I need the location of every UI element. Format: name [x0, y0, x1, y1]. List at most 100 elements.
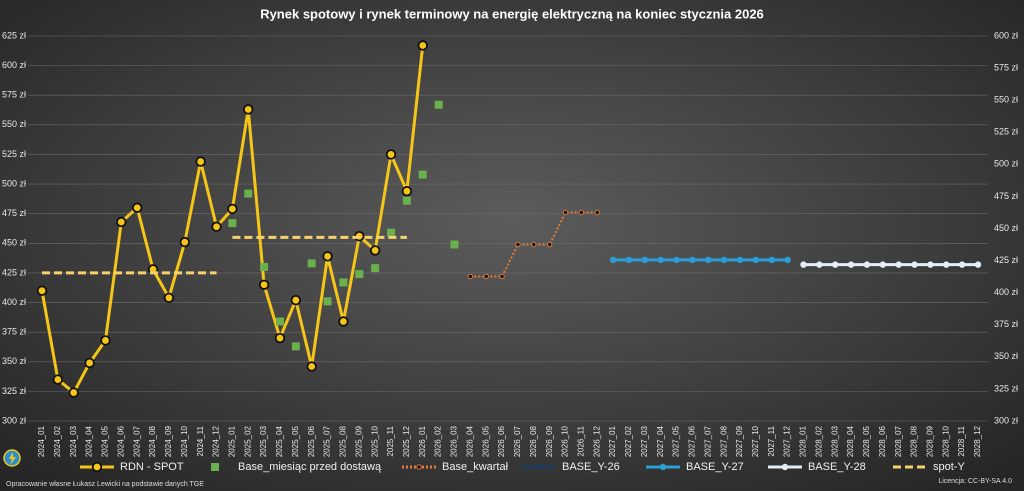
x-tick-label: 2024_02 — [53, 425, 62, 457]
point — [163, 292, 175, 304]
x-tick-label: 2027_01 — [608, 425, 617, 457]
point — [958, 261, 966, 268]
x-tick-label: 2026_07 — [513, 425, 522, 457]
point — [84, 357, 95, 369]
x-tick-label: 2027_08 — [719, 425, 728, 457]
point — [323, 297, 332, 306]
x-tick-label: 2024_08 — [148, 425, 157, 457]
point — [562, 209, 569, 216]
y-tick-label: 325 zł — [2, 386, 26, 396]
x-tick-label: 2028_10 — [941, 425, 950, 457]
point — [179, 236, 190, 248]
point — [752, 256, 760, 264]
x-tick-label: 2025_01 — [227, 425, 236, 457]
point — [258, 279, 270, 290]
point — [385, 149, 397, 160]
x-tick-label: 2025_05 — [291, 425, 300, 457]
point — [546, 241, 553, 248]
point — [369, 245, 381, 256]
x-tick-label: 2026_08 — [529, 425, 538, 457]
point — [68, 387, 79, 398]
x-tick-label: 2028_01 — [799, 425, 808, 457]
y2-tick-label: 350 zł — [994, 351, 1018, 361]
x-tick-label: 2028_05 — [862, 425, 871, 457]
point — [211, 221, 222, 232]
point — [260, 263, 269, 271]
point — [609, 256, 617, 264]
point — [243, 104, 254, 115]
point — [974, 261, 982, 268]
y2-tick-label: 575 zł — [994, 62, 1018, 72]
point — [768, 256, 775, 264]
y2-tick-label: 550 zł — [994, 95, 1018, 105]
point — [578, 209, 585, 216]
x-tick-label: 2026_04 — [465, 425, 474, 457]
x-tick-label: 2028_03 — [830, 425, 839, 457]
point — [943, 261, 950, 268]
point — [401, 185, 413, 197]
point — [720, 256, 728, 264]
x-tick-label: 2024_06 — [116, 425, 125, 457]
x-tick-label: 2025_06 — [307, 425, 316, 457]
x-tick-label: 2026_10 — [561, 425, 570, 457]
x-tick-label: 2027_03 — [640, 425, 649, 457]
y-tick-label: 600 zł — [2, 60, 26, 70]
y-tick-label: 300 zł — [2, 415, 26, 425]
x-tick-label: 2027_02 — [624, 425, 633, 457]
y2-tick-label: 325 zł — [994, 383, 1018, 393]
x-tick-label: 2028_08 — [910, 425, 919, 457]
point — [290, 294, 302, 306]
point — [784, 256, 791, 264]
x-tick-label: 2024_03 — [69, 425, 78, 457]
x-tick-label: 2024_09 — [164, 425, 173, 457]
y2-tick-label: 300 zł — [994, 415, 1018, 425]
x-tick-label: 2024_12 — [212, 425, 221, 457]
point — [417, 40, 428, 51]
y-tick-label: 400 zł — [2, 297, 26, 307]
point — [371, 264, 380, 273]
point — [355, 270, 364, 279]
x-tick-label: 2026_02 — [434, 425, 443, 457]
x-tick-label: 2025_04 — [275, 425, 284, 457]
legend-marker — [659, 463, 667, 471]
x-tick-label: 2024_01 — [37, 425, 46, 457]
point — [307, 259, 316, 268]
y-tick-label: 500 zł — [2, 178, 26, 188]
x-tick-label: 2025_07 — [323, 425, 332, 457]
x-tick-label: 2026_12 — [592, 425, 601, 457]
point — [339, 278, 348, 287]
point — [195, 156, 206, 167]
x-tick-label: 2026_09 — [545, 425, 554, 457]
legend-label: spot-Y — [933, 461, 965, 473]
point — [244, 189, 253, 198]
point — [515, 241, 521, 248]
point — [434, 100, 443, 109]
x-tick-label: 2024_05 — [101, 425, 110, 457]
y2-tick-label: 500 zł — [994, 159, 1018, 169]
y-tick-label: 575 zł — [2, 90, 26, 100]
point — [291, 342, 300, 351]
point — [531, 241, 537, 248]
x-tick-label: 2026_03 — [450, 425, 459, 457]
series-line — [42, 235, 407, 275]
point — [402, 196, 411, 205]
x-tick-label: 2028_12 — [973, 425, 982, 457]
y-tick-label: 625 zł — [2, 30, 26, 40]
y-tick-label: 350 zł — [2, 356, 26, 366]
series-line — [470, 211, 598, 278]
legend-label: BASE_Y-28 — [808, 461, 866, 473]
x-tick-label: 2025_03 — [259, 425, 268, 457]
x-tick-label: 2025_02 — [243, 425, 252, 457]
x-tick-label: 2025_11 — [386, 425, 395, 456]
x-tick-label: 2024_07 — [132, 425, 141, 457]
point — [227, 203, 238, 215]
point — [467, 273, 474, 280]
y-tick-label: 475 zł — [2, 208, 26, 218]
license-note: Licencja: CC-BY-SA 4.0 — [938, 478, 1012, 485]
point — [911, 261, 918, 268]
y-tick-label: 450 zł — [2, 238, 26, 248]
x-tick-label: 2028_06 — [878, 425, 887, 457]
x-tick-label: 2025_08 — [339, 425, 348, 457]
x-tick-label: 2025_10 — [370, 425, 379, 457]
